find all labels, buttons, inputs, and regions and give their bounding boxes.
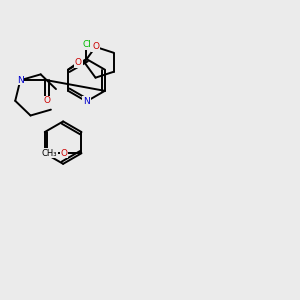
Text: O: O bbox=[92, 42, 99, 51]
Text: O: O bbox=[43, 96, 50, 105]
Text: Cl: Cl bbox=[82, 40, 91, 49]
Text: O: O bbox=[75, 58, 82, 67]
Text: N: N bbox=[17, 76, 24, 85]
Text: O: O bbox=[60, 149, 67, 158]
Text: N: N bbox=[83, 97, 90, 106]
Text: CH₃: CH₃ bbox=[41, 149, 57, 158]
